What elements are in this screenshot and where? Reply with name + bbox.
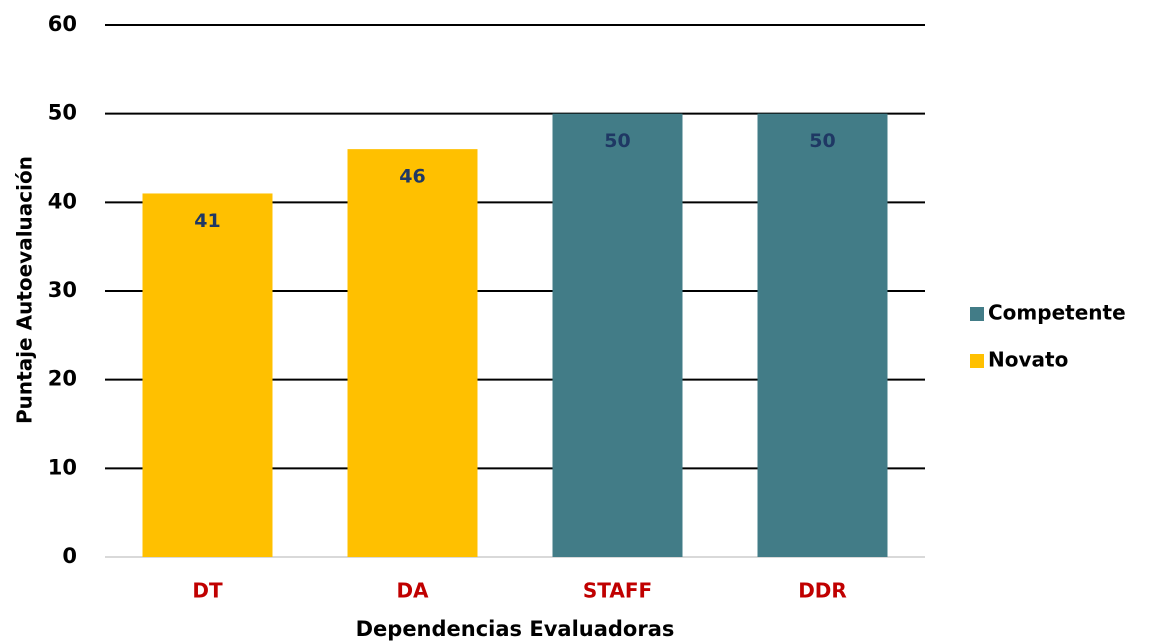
- y-tick-label: 30: [48, 278, 77, 302]
- data-label: 50: [809, 130, 835, 152]
- y-axis-title: Puntaje Autoevaluación: [13, 156, 37, 424]
- data-label: 46: [399, 166, 425, 188]
- bar: [552, 113, 683, 558]
- bar: [142, 193, 273, 557]
- x-tick-label: STAFF: [583, 579, 652, 603]
- data-label: 41: [194, 210, 220, 232]
- bar: [347, 149, 478, 557]
- x-axis-title: Dependencias Evaluadoras: [356, 617, 675, 641]
- legend-swatch: [970, 307, 984, 321]
- y-tick-label: 0: [62, 544, 77, 568]
- x-tick-label: DA: [396, 579, 429, 603]
- legend-label: Novato: [988, 348, 1068, 372]
- x-tick-label: DT: [192, 579, 223, 603]
- x-tick-label: DDR: [798, 579, 847, 603]
- legend-swatch: [970, 354, 984, 368]
- y-tick-label: 20: [48, 367, 77, 391]
- y-tick-label: 10: [48, 455, 77, 479]
- y-tick-label: 60: [48, 12, 77, 36]
- legend-label: Competente: [988, 301, 1126, 325]
- data-label: 50: [604, 130, 630, 152]
- y-tick-label: 40: [48, 189, 77, 213]
- bar: [757, 113, 888, 558]
- y-tick-label: 50: [48, 101, 77, 125]
